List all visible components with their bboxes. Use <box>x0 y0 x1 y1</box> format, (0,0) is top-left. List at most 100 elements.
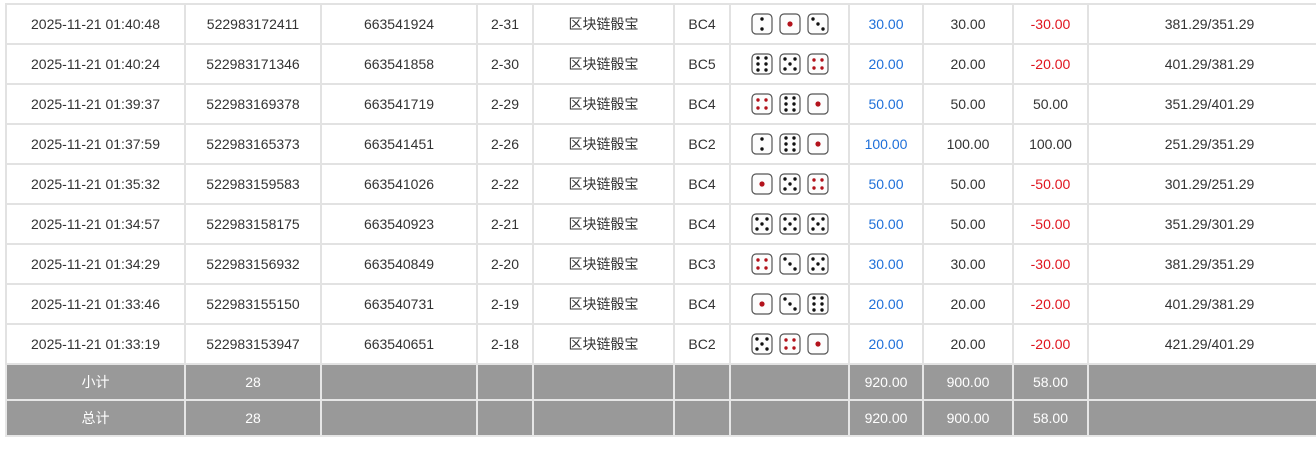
time-cell: 2025-11-21 01:39:37 <box>5 83 186 125</box>
balance-cell: 401.29/381.29 <box>1087 43 1316 85</box>
valid-bet-cell: 30.00 <box>922 3 1014 45</box>
time-cell: 2025-11-21 01:37:59 <box>5 123 186 165</box>
dice-result-cell <box>729 83 850 125</box>
balance-cell: 381.29/351.29 <box>1087 243 1316 285</box>
table-cell: BC4 <box>673 83 731 125</box>
valid-bet-cell: 20.00 <box>922 43 1014 85</box>
valid-bet-cell: 100.00 <box>922 123 1014 165</box>
table-row: 2025-11-21 01:34:29 522983156932 663540849… <box>5 243 1316 285</box>
period-cell: 2-26 <box>476 123 534 165</box>
subtotal-win: 58.00 <box>1012 363 1089 401</box>
subtotal-bet: 920.00 <box>848 363 924 401</box>
table-row: 2025-11-21 01:33:19 522983153947 663540651… <box>5 323 1316 365</box>
table-cell: BC4 <box>673 203 731 245</box>
bet-amount-cell: 100.00 <box>848 123 924 165</box>
die-face-4-icon <box>806 53 829 75</box>
win-loss-cell: 50.00 <box>1012 83 1089 125</box>
die-face-4-icon <box>806 173 829 195</box>
win-loss-cell: -30.00 <box>1012 243 1089 285</box>
game-cell: 区块链骰宝 <box>532 323 675 365</box>
balance-cell: 351.29/301.29 <box>1087 203 1316 245</box>
die-face-4-icon <box>778 333 801 355</box>
issue-id-cell: 663540849 <box>320 243 478 285</box>
dice-result-cell <box>729 243 850 285</box>
subtotal-row: 小计 28 920.00 900.00 58.00 <box>5 363 1316 401</box>
dice-result-cell <box>729 203 850 245</box>
total-count: 28 <box>184 399 322 437</box>
valid-bet-cell: 20.00 <box>922 323 1014 365</box>
period-cell: 2-31 <box>476 3 534 45</box>
die-face-1-icon <box>750 173 773 195</box>
game-cell: 区块链骰宝 <box>532 163 675 205</box>
dice-result-cell <box>729 3 850 45</box>
dice-result-cell <box>729 283 850 325</box>
game-cell: 区块链骰宝 <box>532 43 675 85</box>
table-cell: BC4 <box>673 163 731 205</box>
total-bet: 920.00 <box>848 399 924 437</box>
win-loss-cell: -20.00 <box>1012 43 1089 85</box>
die-face-5-icon <box>778 53 801 75</box>
balance-cell: 421.29/401.29 <box>1087 323 1316 365</box>
table-cell: BC2 <box>673 123 731 165</box>
balance-cell: 251.29/351.29 <box>1087 123 1316 165</box>
subtotal-label: 小计 <box>5 363 186 401</box>
die-face-5-icon <box>750 213 773 235</box>
valid-bet-cell: 50.00 <box>922 203 1014 245</box>
balance-cell: 401.29/381.29 <box>1087 283 1316 325</box>
bet-amount-cell: 50.00 <box>848 163 924 205</box>
dice-result-cell <box>729 163 850 205</box>
total-label: 总计 <box>5 399 186 437</box>
issue-id-cell: 663541858 <box>320 43 478 85</box>
time-cell: 2025-11-21 01:34:29 <box>5 243 186 285</box>
win-loss-cell: -20.00 <box>1012 283 1089 325</box>
order-number-cell: 522983158175 <box>184 203 322 245</box>
bet-amount-cell: 30.00 <box>848 243 924 285</box>
game-cell: 区块链骰宝 <box>532 3 675 45</box>
order-number-cell: 522983159583 <box>184 163 322 205</box>
game-cell: 区块链骰宝 <box>532 123 675 165</box>
die-face-1-icon <box>806 333 829 355</box>
die-face-3-icon <box>806 13 829 35</box>
die-face-6-icon <box>778 133 801 155</box>
win-loss-cell: -20.00 <box>1012 323 1089 365</box>
issue-id-cell: 663540923 <box>320 203 478 245</box>
order-number-cell: 522983172411 <box>184 3 322 45</box>
order-number-cell: 522983171346 <box>184 43 322 85</box>
period-cell: 2-22 <box>476 163 534 205</box>
table-cell: BC4 <box>673 3 731 45</box>
period-cell: 2-19 <box>476 283 534 325</box>
bet-amount-cell: 20.00 <box>848 43 924 85</box>
die-face-4-icon <box>750 253 773 275</box>
order-number-cell: 522983169378 <box>184 83 322 125</box>
period-cell: 2-21 <box>476 203 534 245</box>
die-face-3-icon <box>778 253 801 275</box>
game-cell: 区块链骰宝 <box>532 83 675 125</box>
bet-amount-cell: 20.00 <box>848 283 924 325</box>
time-cell: 2025-11-21 01:40:24 <box>5 43 186 85</box>
order-number-cell: 522983165373 <box>184 123 322 165</box>
table-row: 2025-11-21 01:40:48 522983172411 663541924… <box>5 3 1316 45</box>
die-face-2-icon <box>750 13 773 35</box>
period-cell: 2-20 <box>476 243 534 285</box>
win-loss-cell: 100.00 <box>1012 123 1089 165</box>
die-face-6-icon <box>750 53 773 75</box>
issue-id-cell: 663541924 <box>320 3 478 45</box>
table-cell: BC3 <box>673 243 731 285</box>
balance-cell: 381.29/351.29 <box>1087 3 1316 45</box>
issue-id-cell: 663541026 <box>320 163 478 205</box>
period-cell: 2-30 <box>476 43 534 85</box>
total-valid: 900.00 <box>922 399 1014 437</box>
table-cell: BC2 <box>673 323 731 365</box>
die-face-2-icon <box>750 133 773 155</box>
die-face-5-icon <box>778 173 801 195</box>
period-cell: 2-29 <box>476 83 534 125</box>
issue-id-cell: 663541451 <box>320 123 478 165</box>
win-loss-cell: -50.00 <box>1012 163 1089 205</box>
dice-result-cell <box>729 123 850 165</box>
die-face-6-icon <box>806 293 829 315</box>
die-face-1-icon <box>806 133 829 155</box>
time-cell: 2025-11-21 01:33:19 <box>5 323 186 365</box>
period-cell: 2-18 <box>476 323 534 365</box>
dice-result-cell <box>729 43 850 85</box>
game-cell: 区块链骰宝 <box>532 203 675 245</box>
